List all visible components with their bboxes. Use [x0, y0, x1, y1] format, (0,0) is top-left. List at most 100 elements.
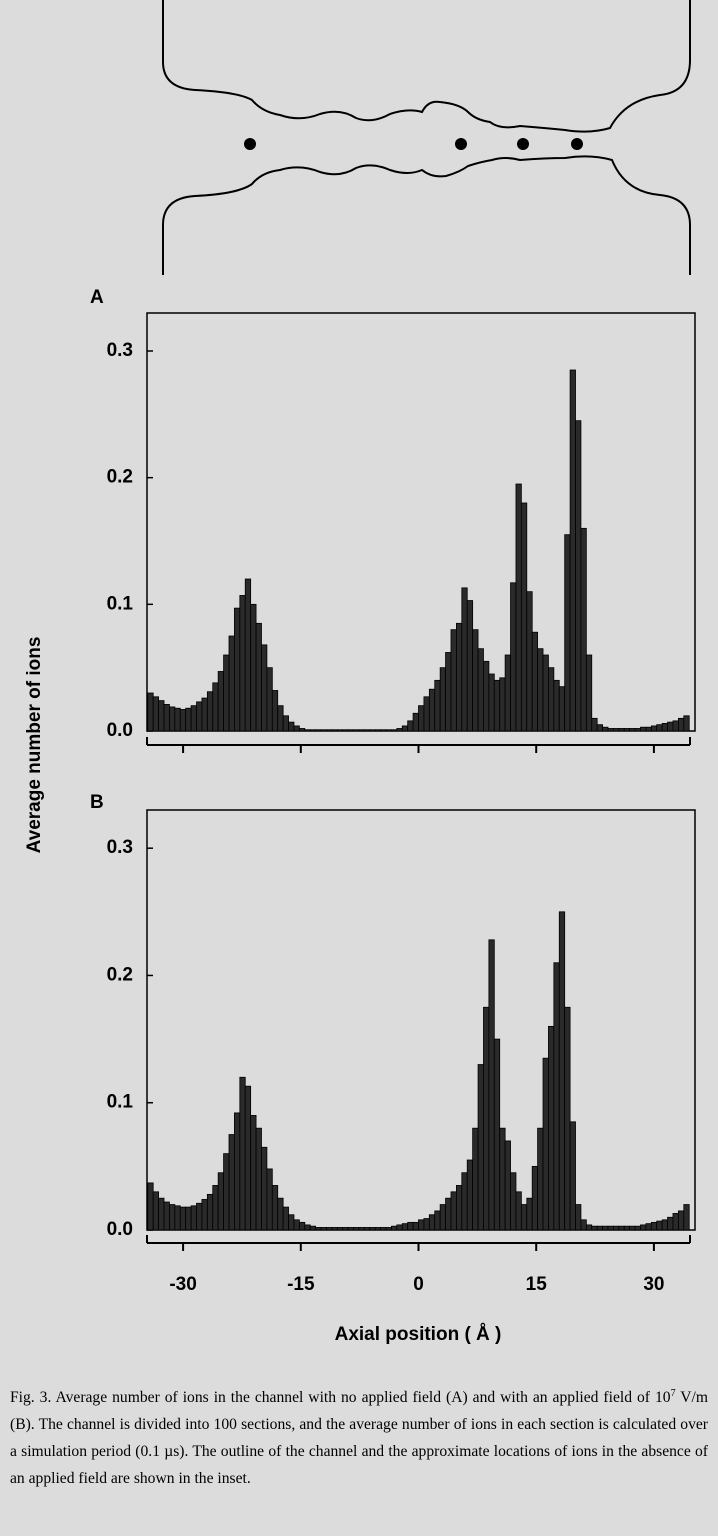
bar: [585, 654, 593, 732]
bar: [320, 1227, 327, 1231]
bar: [288, 721, 295, 732]
bar: [542, 654, 549, 732]
figure: Average number of ions Axial position ( …: [24, 0, 696, 1345]
y-axis-label: Average number of ions: [24, 637, 45, 854]
bar: [683, 1204, 690, 1231]
bar: [358, 1227, 365, 1231]
bar: [677, 1210, 685, 1231]
bar: [169, 1204, 176, 1231]
bar: [493, 1038, 501, 1231]
bar: [418, 1219, 425, 1231]
bar: [656, 724, 663, 732]
bar: [217, 671, 224, 732]
bar: [634, 1225, 641, 1231]
bar: [602, 726, 609, 732]
bar: [461, 587, 468, 732]
bar: [510, 582, 517, 732]
y-tick-label: 0.2: [107, 964, 133, 985]
panel-label: B: [90, 792, 104, 813]
bar: [596, 1225, 603, 1231]
bar: [607, 1225, 614, 1231]
bar: [575, 420, 582, 732]
bar: [472, 1127, 479, 1231]
bar: [504, 654, 511, 732]
y-tick-label: 0.3: [107, 837, 133, 858]
bar: [661, 1219, 668, 1231]
bar: [374, 729, 381, 732]
caption-text: V/m (B). The channel is divided into 100…: [10, 1389, 708, 1488]
bar: [250, 603, 257, 732]
bar: [380, 1227, 387, 1231]
bar: [201, 697, 208, 732]
bar: [179, 1206, 187, 1231]
bar: [196, 701, 203, 732]
bar: [613, 1225, 620, 1231]
bar: [412, 1221, 419, 1231]
bar: [190, 705, 197, 732]
bar: [147, 692, 154, 732]
bar: [309, 729, 317, 732]
x-tick-label: 0: [413, 1274, 424, 1295]
bar: [488, 673, 495, 732]
bar: [385, 1227, 392, 1231]
bar: [309, 1225, 317, 1231]
bar: [645, 726, 652, 732]
bar: [266, 1168, 273, 1231]
bar: [206, 691, 214, 732]
bar: [244, 1085, 252, 1231]
bar: [304, 1224, 311, 1231]
bar: [466, 1159, 474, 1231]
bar: [239, 595, 246, 732]
caption-superscript: 7: [670, 1388, 676, 1399]
bar: [401, 725, 409, 732]
bar: [456, 622, 463, 732]
bar: [656, 1220, 663, 1231]
bar: [553, 962, 560, 1231]
bar: [564, 1006, 571, 1231]
bar: [623, 1225, 631, 1231]
bar: [212, 682, 219, 732]
bar: [483, 1006, 490, 1231]
bar: [537, 648, 544, 732]
bar: [158, 700, 165, 732]
bar: [271, 1185, 279, 1231]
bar: [277, 1197, 284, 1231]
bar: [347, 729, 354, 732]
bar: [542, 1057, 549, 1231]
channel-inset: [162, 0, 691, 275]
ion: [571, 138, 583, 150]
bar: [450, 1191, 457, 1231]
bar: [266, 667, 273, 732]
bar: [667, 721, 674, 732]
x-axis-label: Axial position ( Å ): [335, 1324, 502, 1345]
bar: [152, 1191, 160, 1231]
bar: [369, 1227, 376, 1231]
bar: [255, 622, 262, 732]
ion: [517, 138, 529, 150]
bar: [456, 1185, 463, 1231]
bar: [369, 729, 376, 732]
y-tick-label: 0.1: [107, 1092, 134, 1113]
bar: [434, 1210, 441, 1231]
bar: [315, 729, 322, 732]
bar: [363, 1227, 371, 1231]
bar: [661, 723, 668, 732]
y-tick-label: 0.2: [107, 467, 133, 488]
bar: [596, 724, 603, 732]
caption-text: Fig. 3. Average number of ions in the ch…: [10, 1389, 671, 1407]
bar: [585, 1224, 593, 1231]
bar: [450, 629, 457, 732]
bar: [385, 729, 392, 732]
bar: [255, 1127, 262, 1231]
bar: [174, 1205, 181, 1231]
bar: [190, 1205, 197, 1231]
bar: [223, 654, 230, 732]
bar: [347, 1227, 354, 1231]
bar: [461, 1172, 468, 1231]
bar: [418, 705, 425, 732]
bar: [591, 717, 598, 732]
bar: [147, 1182, 154, 1231]
bar: [223, 1153, 230, 1231]
bar: [640, 726, 647, 732]
